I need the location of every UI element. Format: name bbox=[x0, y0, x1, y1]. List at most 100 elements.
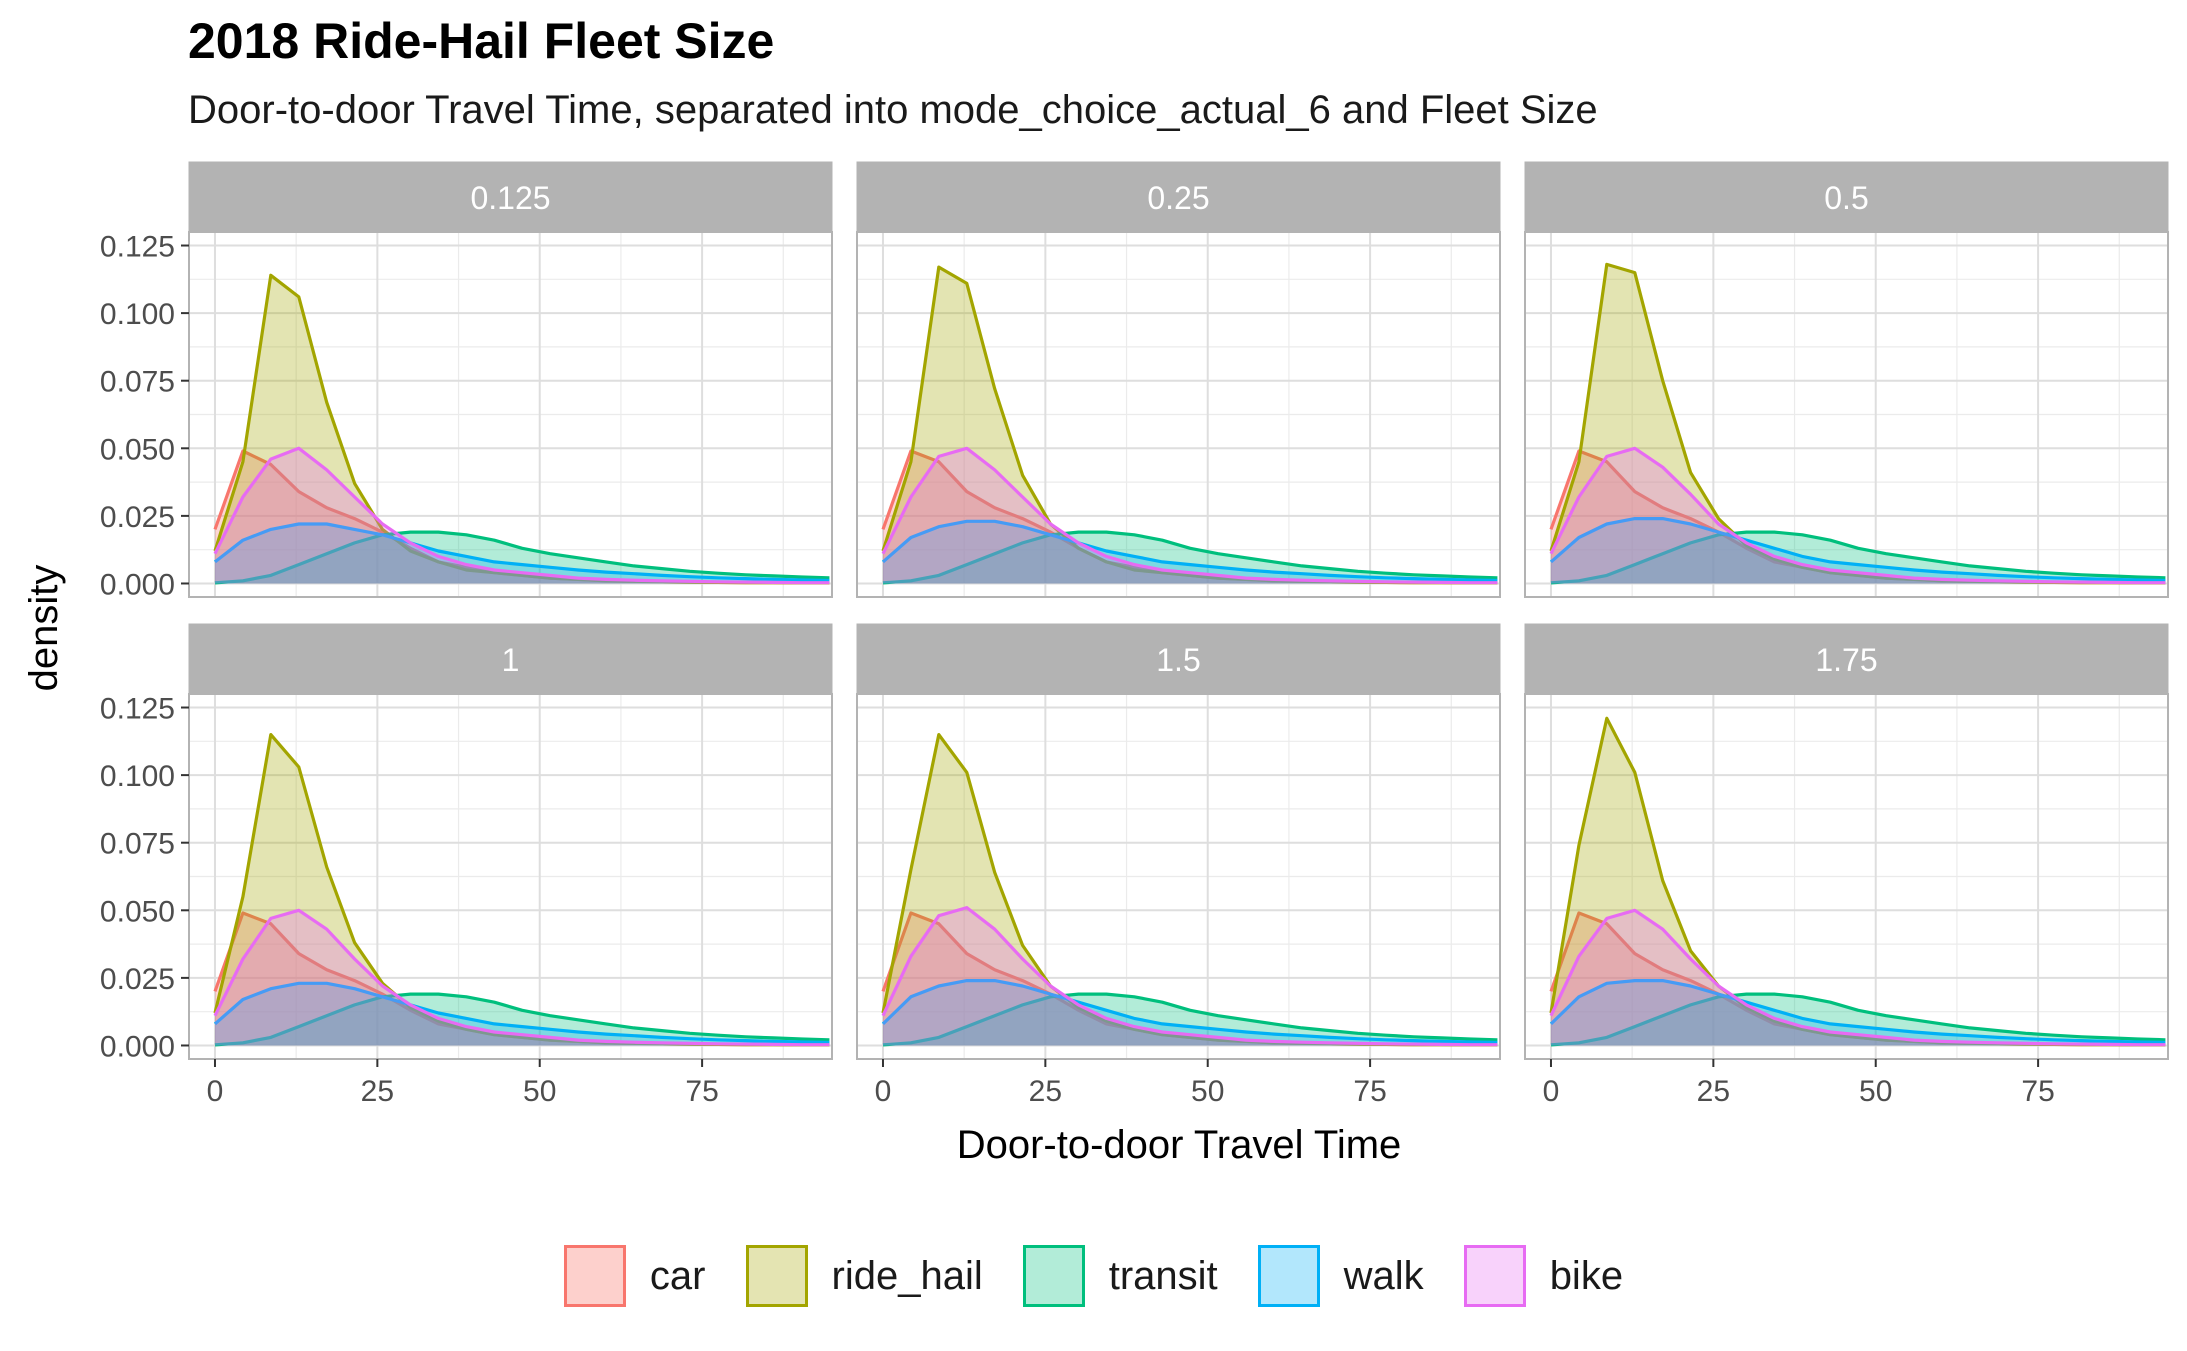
chart-subtitle: Door-to-door Travel Time, separated into… bbox=[188, 88, 1598, 132]
legend-item-bike: bike bbox=[1463, 1245, 1624, 1307]
x-tick-label: 75 bbox=[2021, 1075, 2054, 1108]
facet-strip bbox=[856, 161, 1501, 233]
facet-panel-0-25: 0.25 bbox=[856, 161, 1501, 598]
facet-strip-label: 0.5 bbox=[1824, 180, 1868, 216]
facet-strip-label: 1.75 bbox=[1815, 642, 1877, 678]
legend-label-bike: bike bbox=[1549, 1253, 1624, 1298]
line-bike bbox=[881, 446, 1498, 585]
y-tick-label: 0.075 bbox=[100, 828, 175, 861]
line-walk bbox=[1549, 517, 2166, 583]
panel-border bbox=[856, 231, 1501, 598]
series-group bbox=[1549, 716, 2166, 1047]
x-tick-label: 0 bbox=[1543, 1075, 1560, 1108]
x-tick-label: 0 bbox=[207, 1075, 224, 1108]
legend-key-car bbox=[563, 1245, 626, 1307]
legend-label-walk: walk bbox=[1343, 1253, 1424, 1298]
line-walk bbox=[1549, 979, 2166, 1045]
legend-label-transit: transit bbox=[1108, 1253, 1218, 1298]
line-transit bbox=[1550, 992, 2166, 1047]
y-tick-label: 0.125 bbox=[100, 231, 175, 264]
line-transit bbox=[882, 530, 1498, 585]
legend-item-ride-hail: ride_hail bbox=[745, 1245, 983, 1307]
area-car bbox=[214, 913, 830, 1046]
line-transit bbox=[214, 530, 830, 585]
area-bike bbox=[1550, 910, 2166, 1046]
line-bike bbox=[213, 908, 830, 1047]
area-car bbox=[214, 451, 830, 584]
x-tick-label: 0 bbox=[875, 1075, 892, 1108]
area-ride-hail bbox=[1550, 718, 2166, 1046]
x-tick-label: 50 bbox=[523, 1075, 556, 1108]
area-ride-hail bbox=[1550, 264, 2166, 584]
area-car bbox=[1550, 451, 2166, 584]
area-walk bbox=[882, 980, 1498, 1046]
y-tick-label: 0.050 bbox=[100, 895, 175, 928]
legend-item-walk: walk bbox=[1257, 1245, 1424, 1307]
panel-border bbox=[1524, 693, 2169, 1060]
line-walk bbox=[881, 979, 1498, 1045]
series-group bbox=[881, 733, 1498, 1047]
series-group bbox=[213, 273, 830, 585]
legend-label-ride-hail: ride_hail bbox=[831, 1253, 983, 1298]
legend-item-transit: transit bbox=[1022, 1245, 1218, 1307]
legend-key-ride-hail bbox=[745, 1245, 808, 1307]
panel-border bbox=[188, 231, 833, 598]
legend-key-transit bbox=[1022, 1245, 1085, 1307]
area-bike bbox=[882, 448, 1498, 584]
facet-panel-1-75: 1.75 0 25 50 75 bbox=[1524, 623, 2169, 1108]
area-walk bbox=[1550, 518, 2166, 584]
line-walk bbox=[214, 522, 830, 583]
series-group bbox=[881, 265, 1498, 585]
area-car bbox=[1550, 913, 2166, 1046]
line-bike bbox=[1549, 908, 2166, 1047]
area-walk bbox=[214, 983, 830, 1046]
line-transit bbox=[882, 992, 1498, 1047]
area-ride-hail bbox=[882, 267, 1498, 584]
x-axis-title: Door-to-door Travel Time bbox=[957, 1123, 1402, 1167]
y-tick-label: 0.000 bbox=[100, 1030, 175, 1063]
series-group bbox=[213, 733, 830, 1047]
area-ride-hail bbox=[214, 734, 830, 1046]
area-car bbox=[882, 451, 1498, 584]
y-tick-label: 0.000 bbox=[100, 568, 175, 601]
line-bike bbox=[213, 446, 830, 585]
area-ride-hail bbox=[214, 275, 830, 584]
line-transit bbox=[214, 992, 830, 1047]
panel-border bbox=[856, 693, 1501, 1060]
legend-item-car: car bbox=[563, 1245, 706, 1307]
x-tick-label: 50 bbox=[1859, 1075, 1892, 1108]
area-bike bbox=[214, 448, 830, 584]
x-tick-label: 25 bbox=[1029, 1075, 1062, 1108]
x-tick-label: 75 bbox=[685, 1075, 718, 1108]
legend-key-bike bbox=[1463, 1245, 1526, 1307]
y-tick-label: 0.025 bbox=[100, 501, 175, 534]
x-tick-label: 75 bbox=[1353, 1075, 1386, 1108]
facet-strip bbox=[1524, 623, 2169, 695]
area-bike bbox=[1550, 448, 2166, 584]
legend-label-car: car bbox=[649, 1253, 706, 1298]
y-tick-label: 0.050 bbox=[100, 433, 175, 466]
facet-strip-label: 1 bbox=[502, 642, 520, 678]
y-tick-label: 0.075 bbox=[100, 366, 175, 399]
legend: car ride_hail transit walk bike bbox=[0, 1232, 2187, 1320]
y-axis-title: density bbox=[22, 565, 66, 692]
y-tick-label: 0.100 bbox=[100, 298, 175, 331]
facet-strip-label: 0.25 bbox=[1147, 180, 1209, 216]
x-tick-label: 50 bbox=[1191, 1075, 1224, 1108]
facet-panel-0-125: 0.125 0.000 0.025 0.050 0.075 0.100 0.125 bbox=[100, 161, 833, 601]
area-walk bbox=[214, 524, 830, 584]
area-walk bbox=[1550, 980, 2166, 1046]
x-tick-label: 25 bbox=[1697, 1075, 1730, 1108]
line-walk bbox=[881, 519, 1498, 583]
line-bike bbox=[881, 906, 1498, 1047]
area-bike bbox=[882, 907, 1498, 1046]
faceted-density-chart: 0.125 0.000 0.025 0.050 0.075 0.100 0.125 0.25 0… bbox=[22, 161, 2169, 1167]
y-tick-label: 0.125 bbox=[100, 693, 175, 726]
facet-strip bbox=[1524, 161, 2169, 233]
y-tick-label: 0.025 bbox=[100, 963, 175, 996]
line-bike bbox=[1549, 446, 2166, 585]
chart-title: 2018 Ride-Hail Fleet Size bbox=[188, 13, 775, 69]
area-car bbox=[882, 913, 1498, 1046]
x-tick-label: 25 bbox=[361, 1075, 394, 1108]
series-group bbox=[1549, 262, 2166, 585]
